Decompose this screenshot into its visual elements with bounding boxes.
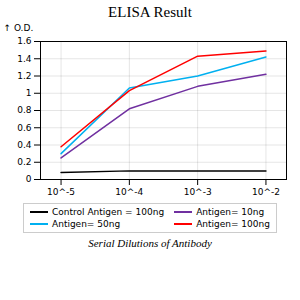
- svg-text:10^-3: 10^-3: [184, 187, 212, 197]
- svg-text:↑ O.D.: ↑ O.D.: [4, 23, 34, 33]
- svg-text:10^-5: 10^-5: [47, 187, 75, 197]
- svg-text:0.6: 0.6: [17, 123, 32, 133]
- html-text:Serial Dilutions of Antibody: Serial Dilutions of Antibody: [88, 237, 212, 249]
- html-text:Control Antigen = 100ng: Control Antigen = 100ng: [52, 207, 165, 217]
- svg-text:1.4: 1.4: [17, 54, 32, 64]
- svg-text:10^-4: 10^-4: [115, 187, 143, 197]
- svg-text:0.4: 0.4: [17, 140, 32, 150]
- svg-text:10^-2: 10^-2: [252, 187, 280, 197]
- html-text:Antigen= 100ng: Antigen= 100ng: [196, 219, 270, 229]
- svg-text:1: 1: [26, 88, 32, 98]
- svg-text:0.8: 0.8: [17, 105, 32, 115]
- svg-text:0.2: 0.2: [17, 157, 31, 167]
- html-text:Antigen= 50ng: Antigen= 50ng: [52, 219, 121, 229]
- svg-text:1.2: 1.2: [17, 71, 31, 81]
- html-text:Antigen= 10ng: Antigen= 10ng: [196, 207, 265, 217]
- svg-text:1.6: 1.6: [17, 36, 32, 46]
- html-text:ELISA Result: ELISA Result: [108, 4, 192, 20]
- svg-text:0: 0: [26, 174, 32, 184]
